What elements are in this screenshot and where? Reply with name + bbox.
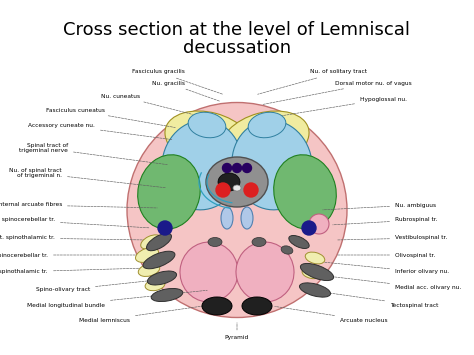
Text: Internal arcuate fibres: Internal arcuate fibres bbox=[0, 202, 157, 208]
Ellipse shape bbox=[218, 173, 240, 191]
Text: Medial longitudinal bundle: Medial longitudinal bundle bbox=[27, 290, 207, 307]
Circle shape bbox=[233, 164, 241, 173]
Text: Tectospinal tract: Tectospinal tract bbox=[311, 290, 438, 307]
Ellipse shape bbox=[146, 233, 172, 251]
Circle shape bbox=[216, 183, 230, 197]
Ellipse shape bbox=[221, 111, 309, 169]
Text: Spino-olivary tract: Spino-olivary tract bbox=[36, 278, 172, 293]
Text: Medial lemniscus: Medial lemniscus bbox=[79, 305, 207, 322]
Ellipse shape bbox=[127, 103, 347, 317]
Ellipse shape bbox=[236, 242, 294, 302]
Text: Fasciculus gracilis: Fasciculus gracilis bbox=[132, 70, 222, 94]
Circle shape bbox=[158, 221, 172, 235]
Ellipse shape bbox=[302, 267, 322, 279]
Ellipse shape bbox=[180, 242, 238, 302]
Ellipse shape bbox=[233, 185, 241, 191]
Ellipse shape bbox=[188, 112, 226, 138]
Ellipse shape bbox=[138, 263, 160, 277]
Circle shape bbox=[222, 164, 231, 173]
Ellipse shape bbox=[162, 120, 242, 210]
Ellipse shape bbox=[137, 155, 201, 229]
Ellipse shape bbox=[165, 111, 253, 169]
Text: Rubrospinal tr.: Rubrospinal tr. bbox=[333, 218, 438, 225]
Ellipse shape bbox=[143, 251, 175, 269]
Ellipse shape bbox=[241, 207, 253, 229]
Text: Nu. gracilis: Nu. gracilis bbox=[152, 81, 219, 101]
Ellipse shape bbox=[289, 235, 309, 248]
Circle shape bbox=[309, 214, 329, 234]
Ellipse shape bbox=[281, 246, 293, 254]
Text: Cross section at the level of Lemniscal: Cross section at the level of Lemniscal bbox=[64, 21, 410, 39]
Ellipse shape bbox=[242, 297, 272, 315]
Ellipse shape bbox=[305, 252, 325, 264]
Ellipse shape bbox=[221, 207, 233, 229]
Text: Dorsal motor nu. of vagus: Dorsal motor nu. of vagus bbox=[263, 81, 412, 104]
Ellipse shape bbox=[300, 283, 330, 297]
Circle shape bbox=[302, 221, 316, 235]
Text: Arcuate nucleus: Arcuate nucleus bbox=[275, 306, 388, 322]
Text: Vestibulospinal tr.: Vestibulospinal tr. bbox=[338, 235, 447, 240]
Circle shape bbox=[244, 183, 258, 197]
Ellipse shape bbox=[202, 297, 232, 315]
Text: Olivospinal tr.: Olivospinal tr. bbox=[338, 252, 435, 257]
Text: Nu. of solitary tract: Nu. of solitary tract bbox=[258, 70, 367, 94]
Ellipse shape bbox=[206, 157, 268, 207]
Text: Ventral spinothalamic tr.: Ventral spinothalamic tr. bbox=[0, 268, 145, 274]
Ellipse shape bbox=[145, 279, 165, 291]
Text: Accessory cuneate nu.: Accessory cuneate nu. bbox=[28, 122, 172, 140]
Ellipse shape bbox=[232, 120, 312, 210]
Ellipse shape bbox=[136, 248, 158, 262]
Text: Lat. spinothalamic tr.: Lat. spinothalamic tr. bbox=[0, 235, 145, 240]
Ellipse shape bbox=[141, 235, 161, 249]
Ellipse shape bbox=[248, 112, 286, 138]
Text: Ventral spinocerebellar tr.: Ventral spinocerebellar tr. bbox=[0, 252, 140, 257]
Text: Fasciculus cuneatus: Fasciculus cuneatus bbox=[46, 108, 175, 127]
Ellipse shape bbox=[151, 289, 183, 301]
Text: Dorsal spinocerebellar tr.: Dorsal spinocerebellar tr. bbox=[0, 218, 149, 228]
Text: Medial acc. olivary nu.: Medial acc. olivary nu. bbox=[321, 275, 461, 290]
Text: Nu. of spinal tract
of trigeminal n.: Nu. of spinal tract of trigeminal n. bbox=[9, 168, 165, 188]
Text: Hypoglossal nu.: Hypoglossal nu. bbox=[271, 97, 407, 118]
Text: Inferior olivary nu.: Inferior olivary nu. bbox=[325, 262, 449, 274]
Text: decussation: decussation bbox=[183, 39, 291, 57]
Circle shape bbox=[243, 164, 252, 173]
Text: Nu. ambiguus: Nu. ambiguus bbox=[323, 202, 436, 210]
Text: Pyramid: Pyramid bbox=[225, 323, 249, 340]
Ellipse shape bbox=[252, 237, 266, 246]
Ellipse shape bbox=[147, 271, 177, 285]
Ellipse shape bbox=[208, 237, 222, 246]
Text: Nu. cuneatus: Nu. cuneatus bbox=[101, 93, 192, 114]
Text: Spinal tract of
trigeminal nerve: Spinal tract of trigeminal nerve bbox=[19, 143, 167, 165]
Ellipse shape bbox=[301, 263, 334, 280]
Ellipse shape bbox=[273, 155, 337, 229]
